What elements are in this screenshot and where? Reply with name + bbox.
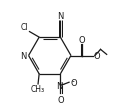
Text: O: O	[79, 36, 85, 44]
Text: N: N	[57, 81, 63, 90]
Text: N: N	[57, 12, 64, 21]
Text: CH₃: CH₃	[31, 85, 45, 94]
Text: O: O	[94, 52, 100, 60]
Text: Cl: Cl	[21, 23, 28, 32]
Text: +: +	[60, 81, 65, 86]
Text: N: N	[20, 52, 26, 60]
Text: O: O	[70, 78, 77, 87]
Text: -: -	[72, 76, 75, 85]
Text: O: O	[57, 95, 64, 104]
